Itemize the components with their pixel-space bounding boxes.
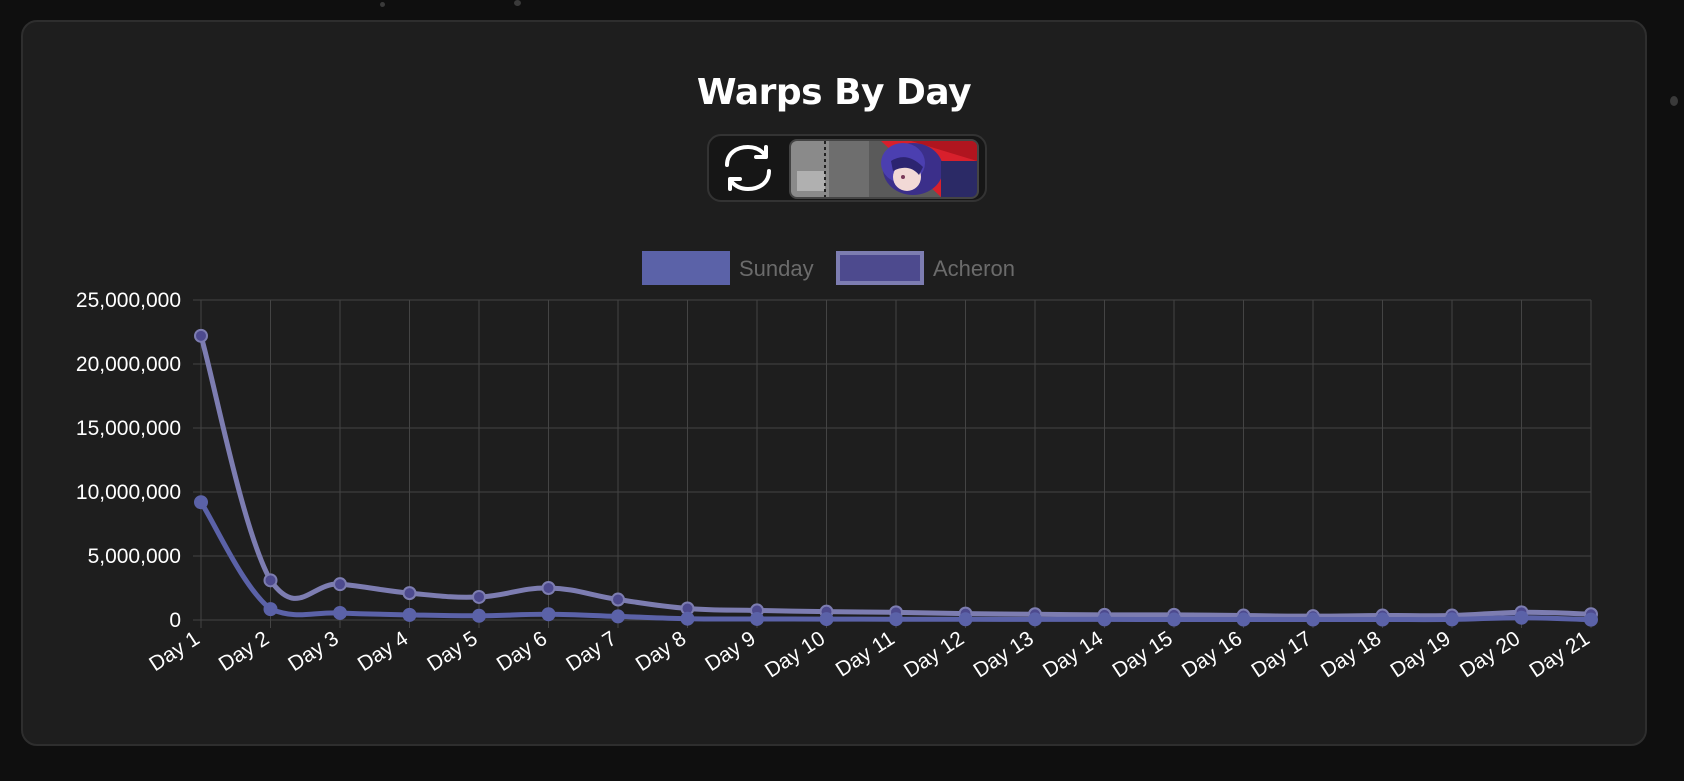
data-point-sunday[interactable] [1584, 612, 1598, 627]
x-tick-label: Day 3 [284, 627, 343, 676]
data-point-sunday[interactable] [1306, 612, 1320, 627]
x-tick-label: Day 13 [969, 627, 1037, 683]
data-point-sunday[interactable] [541, 607, 556, 622]
x-tick-label: Day 18 [1317, 627, 1385, 683]
banner-toggle [707, 134, 987, 202]
legend-swatch-acheron[interactable] [836, 251, 924, 285]
x-tick-label: Day 4 [354, 627, 413, 676]
x-tick-label: Day 19 [1386, 627, 1454, 683]
data-point-sunday[interactable] [472, 608, 486, 623]
x-tick-label: Day 1 [145, 627, 204, 676]
x-tick-label: Day 14 [1039, 627, 1108, 683]
legend-swatch-sunday[interactable] [642, 251, 730, 285]
y-tick-label: 15,000,000 [76, 417, 181, 440]
x-tick-label: Day 6 [493, 627, 552, 676]
data-point-acheron[interactable] [611, 592, 625, 607]
data-point-sunday[interactable] [1097, 612, 1112, 627]
x-tick-label: Day 9 [701, 627, 760, 676]
data-point-sunday[interactable] [1514, 610, 1529, 625]
data-point-acheron[interactable] [402, 586, 417, 601]
x-tick-label: Day 8 [632, 627, 691, 676]
acheron-banner-icon [791, 141, 977, 197]
legend-label-sunday[interactable]: Sunday [739, 256, 814, 281]
data-point-sunday[interactable] [402, 607, 417, 622]
data-point-sunday[interactable] [1236, 612, 1251, 627]
data-point-sunday[interactable] [611, 609, 625, 624]
chart-card: Warps By Day [21, 20, 1647, 746]
x-tick-label: Day 10 [761, 627, 829, 683]
data-point-sunday[interactable] [263, 602, 278, 617]
data-point-sunday[interactable] [1028, 612, 1042, 627]
character-banner[interactable] [789, 139, 979, 199]
data-point-sunday[interactable] [1375, 612, 1390, 627]
x-tick-label: Day 12 [900, 627, 968, 683]
background-speck [380, 2, 385, 7]
data-point-sunday[interactable] [958, 612, 973, 627]
x-tick-label: Day 2 [215, 627, 274, 676]
y-tick-label: 25,000,000 [76, 289, 181, 312]
x-tick-label: Day 21 [1525, 627, 1593, 683]
data-point-acheron[interactable] [541, 581, 556, 595]
data-point-sunday[interactable] [680, 611, 695, 626]
data-point-sunday[interactable] [1167, 612, 1181, 627]
y-tick-label: 10,000,000 [76, 481, 181, 504]
x-tick-label: Day 11 [832, 627, 899, 682]
swap-icon [725, 144, 771, 192]
background-speck [514, 0, 521, 6]
data-point-acheron[interactable] [263, 573, 278, 588]
x-tick-label: Day 7 [562, 627, 621, 676]
data-point-sunday[interactable] [1445, 612, 1459, 627]
chart-title: Warps By Day [696, 72, 972, 113]
data-point-acheron[interactable] [333, 577, 347, 592]
data-point-acheron[interactable] [194, 328, 208, 343]
background-speck [1670, 96, 1678, 106]
x-tick-label: Day 17 [1247, 627, 1315, 683]
x-tick-label: Day 5 [423, 627, 482, 676]
data-point-acheron[interactable] [472, 589, 486, 604]
y-tick-label: 20,000,000 [76, 353, 181, 376]
x-tick-label: Day 20 [1456, 627, 1524, 683]
swap-button[interactable] [711, 138, 785, 198]
y-tick-label: 0 [169, 609, 181, 632]
series-line-acheron [198, 333, 1594, 619]
legend-label-acheron[interactable]: Acheron [933, 256, 1015, 281]
x-tick-label: Day 16 [1178, 627, 1246, 683]
x-tick-label: Day 15 [1108, 627, 1176, 683]
y-tick-label: 5,000,000 [88, 545, 181, 568]
data-point-sunday[interactable] [889, 612, 903, 627]
data-point-sunday[interactable] [194, 495, 208, 510]
data-point-sunday[interactable] [333, 605, 347, 620]
data-point-sunday[interactable] [750, 611, 764, 626]
data-point-sunday[interactable] [819, 612, 834, 627]
